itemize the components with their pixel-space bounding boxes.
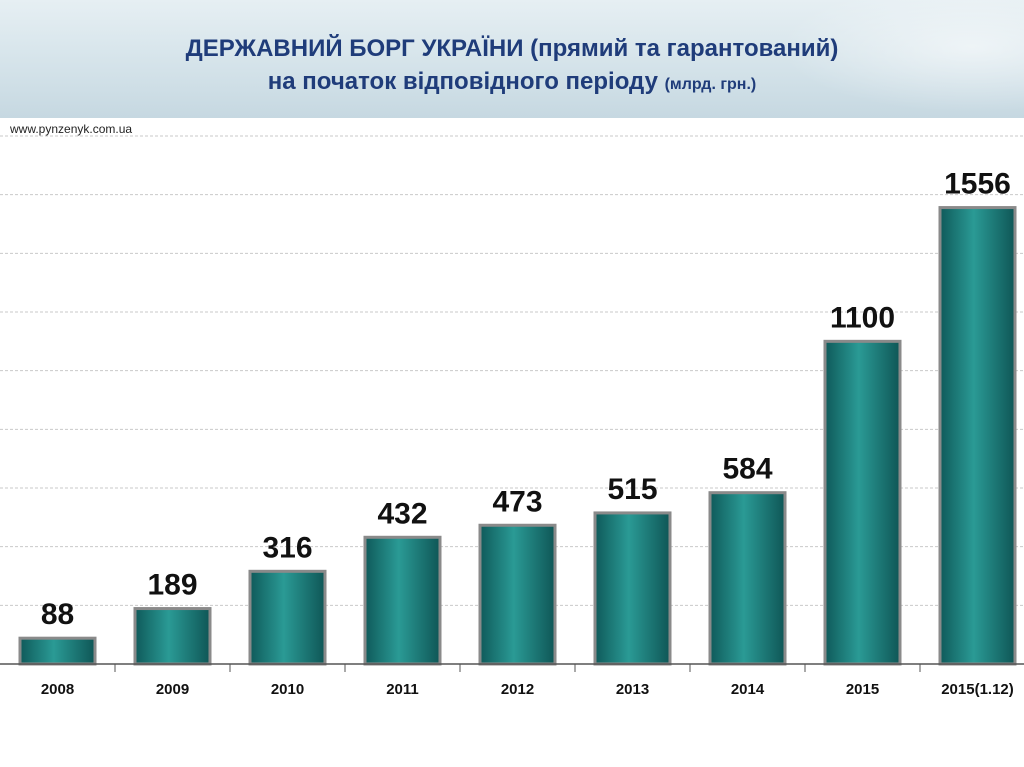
value-label-2008: 88 bbox=[41, 598, 74, 631]
bar-2015 bbox=[823, 339, 902, 666]
value-label-2010: 316 bbox=[262, 531, 312, 564]
x-tick-label-2012: 2012 bbox=[501, 681, 534, 698]
chart-title: ДЕРЖАВНИЙ БОРГ УКРАЇНИ (прямий та гарант… bbox=[0, 32, 1024, 101]
x-tick-label-2008: 2008 bbox=[41, 681, 74, 698]
chart-title-line2-text: на початок відповідного періоду bbox=[267, 68, 658, 95]
x-axis: 2008 2009 2010 2011 2012 2013 2014 2015 2015(1.1… bbox=[0, 663, 1024, 698]
chart-title-line1: ДЕРЖАВНИЙ БОРГ УКРАЇНИ (прямий та гарант… bbox=[185, 35, 839, 62]
value-labels: 88 189 316 432 473 515 584 1100 1556 bbox=[41, 168, 1011, 632]
x-tick-label-2011: 2011 bbox=[386, 681, 419, 698]
bar-2010 bbox=[248, 569, 327, 666]
chart-title-line2: на початок відповідного періоду (млрд. г… bbox=[0, 65, 1024, 101]
x-tick-label-2009: 2009 bbox=[156, 681, 189, 698]
bar-2009 bbox=[133, 607, 212, 666]
value-label-2009: 189 bbox=[147, 569, 197, 602]
x-tick-label-2014: 2014 bbox=[731, 681, 765, 698]
value-label-2012: 473 bbox=[492, 485, 542, 518]
value-label-2014: 584 bbox=[722, 453, 772, 486]
bar-2012 bbox=[478, 523, 557, 666]
value-label-2011: 432 bbox=[377, 497, 427, 530]
bar-2015(1.12) bbox=[938, 206, 1017, 666]
bar-2008 bbox=[18, 636, 97, 666]
value-label-2013: 515 bbox=[607, 473, 657, 506]
x-tick-label-2010: 2010 bbox=[271, 681, 304, 698]
value-label-2015(1.12): 1556 bbox=[944, 168, 1011, 201]
chart-title-unit: (млрд. грн.) bbox=[664, 76, 757, 93]
bar-2014 bbox=[708, 491, 787, 666]
chart-header: ДЕРЖАВНИЙ БОРГ УКРАЇНИ (прямий та гарант… bbox=[0, 0, 1024, 118]
x-tick-label-2013: 2013 bbox=[616, 681, 649, 698]
bar-2013 bbox=[593, 511, 672, 666]
x-tick-label-2015: 2015 bbox=[846, 681, 879, 698]
source-url: www.pynzenyk.com.ua bbox=[10, 122, 133, 136]
bar-2011 bbox=[363, 535, 442, 666]
header-ornament bbox=[764, 0, 1024, 118]
value-label-2015: 1100 bbox=[830, 301, 895, 334]
x-tick-label-2015(1.12): 2015(1.12) bbox=[941, 681, 1014, 698]
